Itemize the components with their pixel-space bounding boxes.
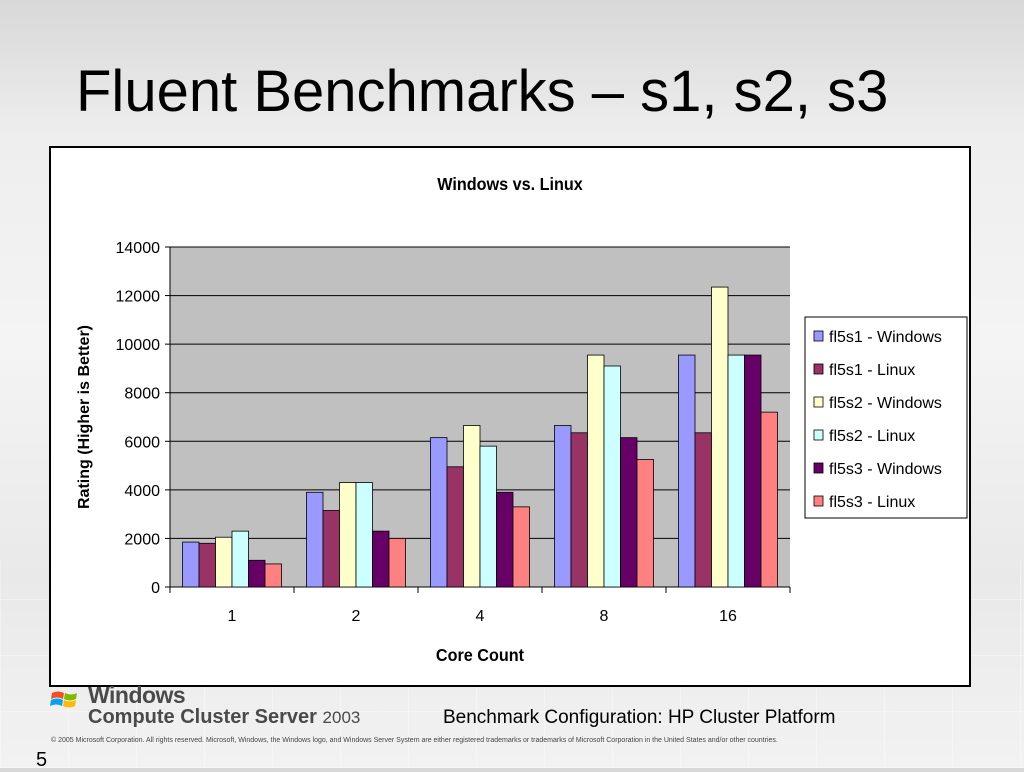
legend-label: fl5s2 - Linux bbox=[829, 428, 915, 445]
bar bbox=[355, 482, 373, 588]
bar bbox=[198, 542, 216, 588]
chart-frame: Windows vs. Linux 0 2000 4000 6000 8000 10000 1… bbox=[49, 146, 971, 687]
legend-swatch bbox=[813, 330, 824, 342]
bar bbox=[372, 530, 390, 588]
legend-label: fl5s1 - Windows bbox=[829, 329, 942, 346]
bar bbox=[182, 541, 200, 588]
bar bbox=[264, 563, 282, 588]
benchmark-config: Benchmark Configuration: HP Cluster Plat… bbox=[443, 707, 836, 728]
bar bbox=[463, 425, 481, 588]
bar bbox=[620, 437, 638, 588]
y-tick-label: 14000 bbox=[116, 240, 161, 257]
bar bbox=[512, 506, 530, 588]
bar bbox=[496, 491, 514, 588]
bar bbox=[711, 286, 729, 588]
y-tick-label: 12000 bbox=[116, 289, 161, 306]
bar bbox=[744, 354, 762, 588]
bar-chart: Windows vs. Linux 0 2000 4000 6000 8000 10000 1… bbox=[76, 174, 968, 665]
bar bbox=[339, 482, 357, 588]
bar bbox=[554, 425, 572, 588]
y-tick-label: 8000 bbox=[124, 386, 160, 403]
brand-product-text: Compute Cluster Server 2003 bbox=[88, 706, 360, 729]
legend-swatch bbox=[813, 462, 824, 474]
legend-swatch bbox=[813, 363, 824, 375]
y-tick-label: 0 bbox=[151, 580, 160, 597]
windows-flag-icon bbox=[50, 691, 77, 708]
y-tick-label: 2000 bbox=[124, 531, 160, 548]
bar bbox=[603, 365, 621, 588]
bar bbox=[678, 354, 696, 588]
legend-label: fl5s1 - Linux bbox=[829, 362, 915, 379]
legend-label: fl5s3 - Linux bbox=[829, 494, 915, 511]
bar bbox=[446, 466, 464, 588]
brand-logo: Windows Compute Cluster Server 2003 bbox=[50, 682, 390, 730]
legend-swatch bbox=[813, 429, 824, 441]
bar bbox=[587, 354, 605, 588]
legend-label: fl5s3 - Windows bbox=[829, 461, 942, 478]
bar bbox=[694, 432, 712, 588]
legend-swatch bbox=[813, 495, 824, 507]
y-tick-label: 10000 bbox=[116, 337, 161, 354]
bar bbox=[322, 510, 340, 588]
brand-windows-text: Windows bbox=[88, 682, 186, 708]
bar bbox=[248, 559, 266, 588]
x-tick-label: 2 bbox=[352, 608, 361, 625]
x-tick-label: 1 bbox=[228, 608, 237, 625]
chart-title: Windows vs. Linux bbox=[437, 174, 583, 194]
slide-title: Fluent Benchmarks – s1, s2, s3 bbox=[76, 59, 889, 124]
x-axis-title: Core Count bbox=[436, 645, 524, 665]
legend bbox=[804, 316, 968, 519]
brand-year: 2003 bbox=[322, 708, 361, 727]
copyright-notice: © 2005 Microsoft Corporation. All rights… bbox=[51, 737, 778, 744]
y-tick-label: 6000 bbox=[124, 434, 160, 451]
x-tick-label: 8 bbox=[600, 608, 609, 625]
bar bbox=[636, 459, 654, 588]
x-tick-label: 16 bbox=[719, 608, 737, 625]
bar bbox=[215, 536, 233, 588]
brand-product-name: Compute Cluster Server bbox=[88, 706, 317, 728]
legend-label: fl5s2 - Windows bbox=[829, 395, 942, 412]
slide-number: 5 bbox=[36, 749, 48, 771]
y-tick-label: 4000 bbox=[124, 483, 160, 500]
y-axis-title: Rating (Higher is Better) bbox=[76, 325, 93, 509]
bar bbox=[388, 538, 406, 588]
bar bbox=[479, 445, 497, 588]
x-tick-label: 4 bbox=[476, 608, 485, 625]
bar bbox=[570, 432, 588, 588]
bar bbox=[231, 530, 249, 588]
bar bbox=[430, 437, 448, 588]
bar bbox=[760, 411, 778, 588]
bar bbox=[306, 491, 324, 588]
legend-swatch bbox=[813, 396, 824, 408]
bar bbox=[727, 354, 745, 588]
